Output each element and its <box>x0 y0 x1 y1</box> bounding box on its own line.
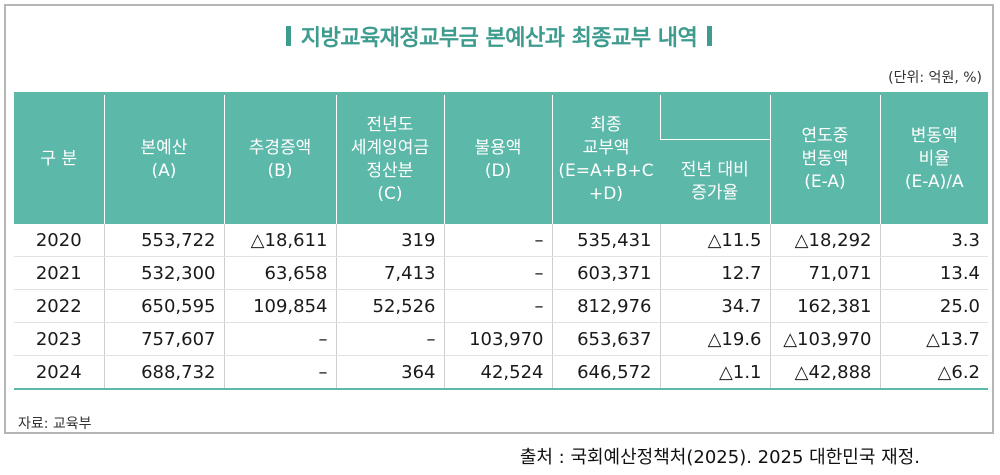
cell-year: 2023 <box>14 322 104 356</box>
caption: 출처 : 국회예산정책처(2025). 2025 대한민국 재정. <box>519 447 920 468</box>
cell-yoy-growth: 12.7 <box>659 256 770 290</box>
header-yearly-change: 연도중 변동액 (E-A) <box>769 93 880 224</box>
table-body: 2020 553,722 △18,611 319–535,431 △11.5 △18,29… <box>14 224 988 390</box>
header-supplementary: 추경증액 (B) <box>223 93 336 224</box>
cell-final-grant: 535,431 <box>551 224 660 257</box>
cell-yearly-change: △42,888 <box>769 355 880 390</box>
unit-note: (단위: 억원, %) <box>888 70 982 86</box>
cell-unused: – <box>443 224 552 257</box>
cell-yoy-growth: △11.5 <box>659 224 770 257</box>
cell-change-ratio: △6.2 <box>879 355 988 390</box>
cell-yearly-change: 71,071 <box>769 256 880 290</box>
budget-table: 구 분 본예산 (A) 추경증액 (B) 전년도 세계잉여금 정산분 (C) 불… <box>14 92 988 390</box>
cell-year: 2024 <box>14 355 104 390</box>
cell-change-ratio: 13.4 <box>879 256 988 290</box>
cell-yearly-change: 162,381 <box>769 289 880 323</box>
cell-unused: 103,970 <box>443 322 552 356</box>
cell-surplus-settlement: 319 <box>335 224 444 257</box>
cell-final-grant: 646,572 <box>551 355 660 390</box>
cell-yearly-change: △103,970 <box>769 322 880 356</box>
cell-year: 2022 <box>14 289 104 323</box>
cell-main-budget: 650,595 <box>103 289 224 323</box>
header-change-ratio: 변동액 비율 (E-A)/A <box>879 93 988 224</box>
cell-unused: 42,524 <box>443 355 552 390</box>
cell-main-budget: 553,722 <box>103 224 224 257</box>
cell-supplementary: – <box>223 322 336 356</box>
cell-surplus-settlement: 364 <box>335 355 444 390</box>
table-title-text: 지방교육재정교부금 본예산과 최종교부 내역 <box>300 26 698 51</box>
cell-change-ratio: 25.0 <box>879 289 988 323</box>
cell-supplementary: △18,611 <box>223 224 336 257</box>
table-row: 2020 553,722 △18,611 319–535,431 △11.5 △18,29… <box>14 224 988 257</box>
title-left-bar <box>285 26 291 46</box>
cell-final-grant: 603,371 <box>551 256 660 290</box>
header-surplus-settlement: 전년도 세계잉여금 정산분 (C) <box>335 93 444 224</box>
header-blank <box>659 93 770 140</box>
cell-unused: – <box>443 256 552 290</box>
cell-yoy-growth: △19.6 <box>659 322 770 356</box>
cell-main-budget: 688,732 <box>103 355 224 390</box>
cell-main-budget: 757,607 <box>103 322 224 356</box>
table-row: 2021 532,300 63,658 7,413–603,371 12.7 71,071… <box>14 256 988 290</box>
table-header: 구 분 본예산 (A) 추경증액 (B) 전년도 세계잉여금 정산분 (C) 불… <box>14 93 988 224</box>
table-row: 2023 757,607– –103,970 653,637 △19.6 △103,970… <box>14 322 988 356</box>
table-row: 2022 650,595 109,854 52,526–812,976 34.7 162,… <box>14 289 988 323</box>
cell-supplementary: 63,658 <box>223 256 336 290</box>
header-final-grant: 최종 교부액 (E=A+B+C +D) <box>551 93 660 224</box>
cell-final-grant: 812,976 <box>551 289 660 323</box>
source-note: 자료: 교육부 <box>18 416 92 432</box>
cell-surplus-settlement: – <box>335 322 444 356</box>
cell-change-ratio: △13.7 <box>879 322 988 356</box>
cell-yoy-growth: △1.1 <box>659 355 770 390</box>
header-unused: 불용액 (D) <box>443 93 552 224</box>
cell-final-grant: 653,637 <box>551 322 660 356</box>
title-area: 지방교육재정교부금 본예산과 최종교부 내역 <box>6 20 992 52</box>
cell-unused: – <box>443 289 552 323</box>
table-row: 2024 688,732–364 42,524 646,572 △1.1 △42,888 △… <box>14 355 988 390</box>
cell-year: 2021 <box>14 256 104 290</box>
cell-yoy-growth: 34.7 <box>659 289 770 323</box>
cell-main-budget: 532,300 <box>103 256 224 290</box>
cell-surplus-settlement: 7,413 <box>335 256 444 290</box>
cell-year: 2020 <box>14 224 104 257</box>
title-right-bar <box>707 26 713 46</box>
table-title: 지방교육재정교부금 본예산과 최종교부 내역 <box>285 20 713 52</box>
header-category: 구 분 <box>14 93 104 224</box>
cell-yearly-change: △18,292 <box>769 224 880 257</box>
table-frame: 지방교육재정교부금 본예산과 최종교부 내역 (단위: 억원, %) 구 분 본… <box>4 4 994 434</box>
cell-supplementary: – <box>223 355 336 390</box>
header-main-budget: 본예산 (A) <box>103 93 224 224</box>
cell-surplus-settlement: 52,526 <box>335 289 444 323</box>
header-yoy-growth: 전년 대비 증가율 <box>660 139 770 224</box>
cell-change-ratio: 3.3 <box>879 224 988 257</box>
cell-supplementary: 109,854 <box>223 289 336 323</box>
